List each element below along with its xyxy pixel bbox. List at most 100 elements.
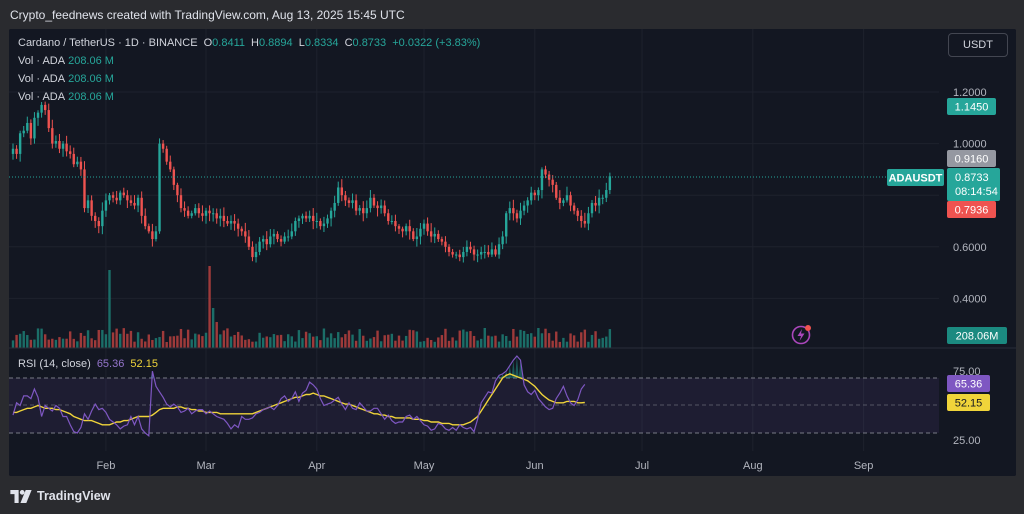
volume-bar [244, 339, 247, 348]
volume-bar [315, 336, 318, 348]
volume-bar [229, 336, 233, 348]
volume-bar [79, 332, 83, 348]
candle [319, 221, 322, 227]
time-tick-label: Apr [308, 460, 325, 472]
volume-bar [290, 336, 293, 348]
candle [533, 192, 537, 196]
candle [437, 233, 440, 240]
candle [469, 246, 472, 250]
candle [597, 197, 601, 206]
volume-bar [558, 341, 562, 348]
candle [94, 215, 97, 221]
volume-bar [165, 341, 168, 348]
candle [483, 251, 486, 253]
high-price-badge: 1.1450 [947, 98, 996, 115]
chart-frame[interactable]: 1.2000 1.0000 0.6000 0.4000 75.00 25.00 Feb M… [9, 29, 1016, 476]
volume-badge: 208.06M [947, 327, 1007, 344]
volume-bar [133, 341, 136, 348]
rsi-tick-label: 25.00 [953, 435, 981, 447]
volume-bar [351, 334, 354, 348]
candle [515, 213, 519, 219]
candle [347, 200, 351, 203]
volume-bar [233, 334, 236, 348]
alert-icon[interactable] [791, 325, 812, 345]
volume-bar [97, 329, 100, 348]
candle [379, 205, 383, 209]
candle [36, 112, 40, 118]
candle [51, 128, 54, 144]
candle [479, 251, 483, 255]
volume-bar [151, 339, 154, 348]
volume-bar [147, 334, 151, 348]
volume-bar [372, 337, 376, 348]
candle [397, 226, 401, 229]
candle [111, 195, 115, 198]
candle [565, 195, 569, 201]
candle [68, 151, 72, 154]
candle [440, 239, 444, 242]
candle [526, 200, 529, 206]
volume-bar [572, 335, 576, 348]
time-tick-label: Feb [96, 460, 115, 472]
volume-bar [65, 338, 68, 348]
candle [344, 195, 347, 201]
candle [258, 241, 261, 252]
currency-button[interactable]: USDT [948, 33, 1008, 57]
volume-bar [322, 328, 326, 348]
volume-bar [469, 331, 472, 348]
candle [451, 251, 454, 255]
candle [211, 213, 215, 215]
price-tick-label: 0.4000 [953, 293, 987, 305]
volume-bar [547, 333, 551, 348]
volume-bar [261, 337, 265, 348]
candle [269, 236, 272, 245]
candle [54, 141, 58, 144]
volume-bar [580, 332, 583, 348]
volume-bar [169, 336, 172, 348]
candle [276, 233, 279, 240]
candle [569, 195, 572, 206]
volume-bar [362, 335, 365, 348]
candle [494, 249, 497, 255]
candle [301, 215, 304, 219]
volume-bar [90, 338, 93, 348]
candle [169, 161, 172, 170]
volume-bar [183, 338, 186, 348]
candle [404, 226, 408, 232]
svg-text:65.36: 65.36 [955, 379, 983, 391]
volume-bar [537, 328, 540, 348]
volume-bar [597, 338, 601, 348]
candle [472, 249, 476, 255]
volume-bar [26, 335, 29, 348]
volume-bar [419, 341, 422, 348]
snapshot-header: Crypto_feednews created with TradingView… [10, 8, 405, 22]
volume-bar [76, 341, 79, 348]
volume-bar [522, 330, 526, 348]
volume-bar [454, 340, 458, 348]
volume-bar [465, 331, 469, 348]
symbol-badge: ADAUSDT [887, 169, 944, 186]
last-price-badge: 0.8733 08:14:54 [947, 168, 1000, 201]
candle [179, 195, 183, 209]
volume-bar [126, 333, 129, 348]
volume-bar [472, 335, 476, 348]
volume-bar [387, 334, 390, 348]
volume-bar [569, 333, 572, 348]
rsi-ma-badge: 52.15 [947, 394, 990, 411]
volume-bar [308, 333, 311, 348]
candle [154, 231, 158, 240]
volume-bar [101, 329, 104, 348]
candle [555, 184, 558, 198]
volume-bar [86, 330, 90, 348]
volume-bar [555, 331, 558, 348]
volume-bar [215, 322, 218, 348]
candle [119, 192, 122, 201]
candle [233, 221, 236, 224]
candle [26, 122, 29, 131]
volume-bar [276, 335, 279, 348]
candle [283, 236, 286, 242]
volume-bar [401, 340, 404, 348]
candle [122, 192, 125, 196]
candle [294, 221, 297, 232]
